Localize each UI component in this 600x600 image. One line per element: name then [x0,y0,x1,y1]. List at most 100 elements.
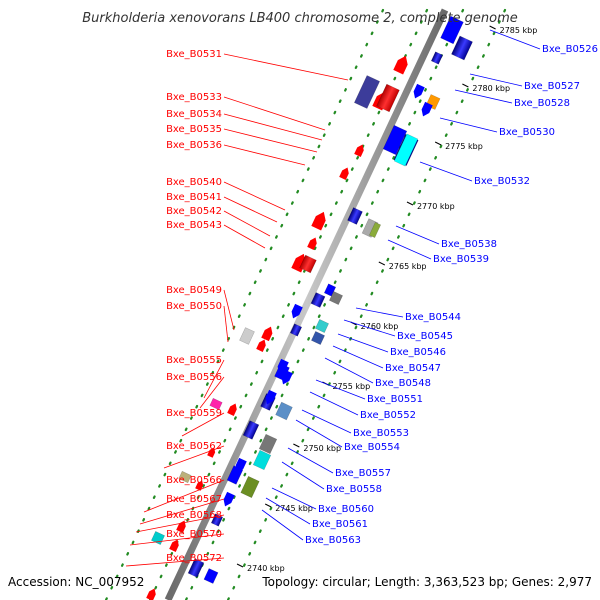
blue-gene-arrow [223,491,235,507]
teal-gene-box [315,319,329,333]
blue-gene-arrow [281,369,293,385]
tick-label: 2785 kbp [500,26,538,35]
right-gene-label: Bxe_B0553 [353,428,409,439]
left-gene-label: Bxe_B0549 [166,285,222,296]
left-leader-line [223,210,271,237]
tick-mark [293,443,300,448]
blue-gene-box [289,323,303,337]
tick-label: 2740 kbp [247,564,285,573]
left-leader-line [135,514,225,533]
left-leader-line [143,479,225,513]
right-leader-line [337,333,389,353]
left-gene-label: Bxe_B0534 [166,109,222,120]
left-leader-line [223,181,286,211]
steelblue-gene-box [311,331,325,345]
red-gene-arrow [311,211,326,231]
left-leader-line [139,498,225,525]
tick-mark [434,141,442,146]
tick-mark [236,563,244,568]
blue-gene-box [382,124,408,156]
left-leader-line [163,445,225,469]
left-leader-line [181,412,225,437]
red-gene-arrow [195,480,204,491]
right-leader-line [439,117,498,133]
left-gene-label: Bxe_B0572 [166,553,222,564]
right-gene-label: Bxe_B0563 [305,535,361,546]
right-gene-label: Bxe_B0546 [390,347,446,358]
right-leader-line [261,509,304,541]
tick-mark [264,503,272,508]
right-gene-label: Bxe_B0547 [385,363,441,374]
blue-gene-box [430,51,444,65]
left-leader-line [223,305,229,343]
tick-label: 2755 kbp [332,382,370,391]
left-leader-line [223,128,318,153]
left-gene-label: Bxe_B0566 [166,475,222,486]
right-gene-label: Bxe_B0532 [474,176,530,187]
map-title: Burkholderia xenovorans LB400 chromosome… [82,11,518,26]
right-leader-line [287,447,334,474]
accession-text: Accession: NC_007952 [8,575,144,589]
blue-gene-box [440,15,464,45]
red-gene-arrow [307,237,317,250]
right-leader-line [454,89,513,104]
right-gene-label: Bxe_B0526 [542,44,598,55]
blue-gene-arrow [265,389,277,405]
tick-mark [406,201,414,206]
blue-gene-arrow [421,101,433,117]
right-gene-label: Bxe_B0548 [375,378,431,389]
label-leader-lines [125,29,541,567]
tick-label: 2745 kbp [275,504,313,513]
left-leader-line [223,196,278,223]
left-gene-label: Bxe_B0562 [166,441,222,452]
position-ticks: 2785 kbp 2780 kbp 2775 kbp 2770 kbp 2765 kbp… [236,25,538,573]
left-leader-line [125,557,225,567]
left-gene-label: Bxe_B0543 [166,220,222,231]
left-leader-line [129,533,225,546]
left-leader-line [223,144,306,166]
right-leader-line [332,345,384,369]
tick-label: 2765 kbp [389,262,427,271]
cyan-gene-box [393,133,419,167]
left-gene-label: Bxe_B0567 [166,494,222,505]
left-gene-label: Bxe_B0536 [166,140,222,151]
right-gene-label: Bxe_B0551 [367,394,423,405]
tick-label: 2750 kbp [303,444,341,453]
right-gene-label: Bxe_B0552 [360,410,416,421]
right-leader-line [295,419,343,448]
tick-mark [462,83,469,88]
right-gene-label: Bxe_B0538 [441,239,497,250]
left-gene-label: Bxe_B0531 [166,49,222,60]
right-gene-label: Bxe_B0530 [499,127,555,138]
left-gene-labels: Bxe_B0531 Bxe_B0533 Bxe_B0534 Bxe_B0535 Bxe_… [166,49,222,564]
red-gene-arrow [256,339,266,352]
right-leader-line [355,307,404,318]
left-leader-line [223,53,349,81]
right-leader-line [271,487,317,510]
right-leader-line [281,461,325,490]
magenta-gene-box [209,397,223,411]
red-gene-arrow [176,520,186,533]
tick-label: 2760 kbp [361,322,399,331]
guide-dotted-lines [104,8,507,600]
red-gene-arrow [339,167,349,180]
red-gene-arrow [354,144,364,157]
left-leader-line [203,359,225,399]
blue-gene-arrow [413,83,425,99]
blue-gene-arrow [235,457,247,473]
tick-mark [378,261,386,266]
right-leader-line [315,379,366,400]
right-gene-label: Bxe_B0539 [433,254,489,265]
right-gene-label: Bxe_B0560 [318,504,374,515]
gray-gene-box [239,327,255,345]
left-gene-label: Bxe_B0568 [166,510,222,521]
blue-gene-box [451,35,473,61]
right-leader-line [301,409,352,434]
red-gene-arrow [393,55,408,75]
left-gene-label: Bxe_B0533 [166,92,222,103]
right-leader-line [309,391,359,416]
khaki-gene-box [178,470,192,484]
right-gene-label: Bxe_B0544 [405,312,461,323]
left-leader-line [223,289,235,331]
